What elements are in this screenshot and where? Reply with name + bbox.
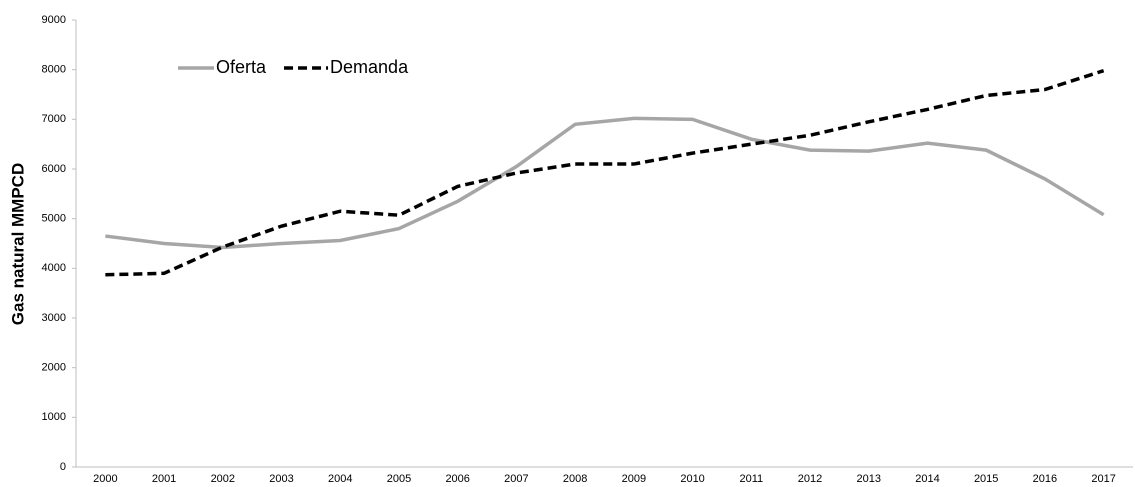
x-tick-label: 2003 [269,473,293,485]
series-line [105,116,1105,250]
y-tick-label: 1000 [42,411,66,423]
x-tick-label: 2006 [445,473,469,485]
x-tick-label: 2013 [857,473,881,485]
legend-label: Oferta [216,57,267,77]
x-tick-label: 2010 [680,473,704,485]
y-tick-label: 0 [60,461,66,473]
y-tick-label: 7000 [42,113,66,125]
x-tick-label: 2008 [563,473,587,485]
x-tick-label: 2004 [328,473,352,485]
y-axis-title: Gas natural MMPCD [8,163,27,325]
x-tick-label: 2000 [93,473,117,485]
x-tick-label: 2005 [387,473,411,485]
legend-label: Demanda [330,57,409,77]
y-tick-label: 2000 [42,362,66,374]
y-tick-label: 6000 [42,163,66,175]
x-tick-label: 2014 [915,473,939,485]
y-tick-label: 5000 [42,213,66,225]
x-tick-label: 2015 [974,473,998,485]
y-tick-label: 3000 [42,312,66,324]
series-line [105,68,1105,277]
x-tick-label: 2012 [798,473,822,485]
x-tick-label: 2009 [622,473,646,485]
y-tick-label: 8000 [42,64,66,76]
x-tick-label: 2007 [504,473,528,485]
y-tick-label: 9000 [42,14,66,26]
x-tick-label: 2002 [211,473,235,485]
y-tick-label: 4000 [42,262,66,274]
x-tick-label: 2016 [1033,473,1057,485]
x-tick-label: 2001 [152,473,176,485]
x-tick-label: 2011 [739,473,763,485]
x-tick-label: 2017 [1091,473,1115,485]
